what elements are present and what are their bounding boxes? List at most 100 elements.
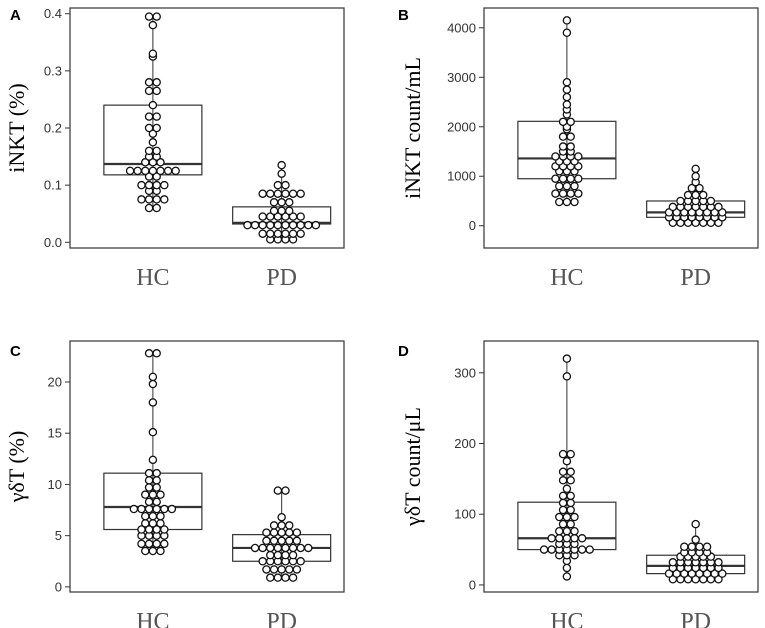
data-point	[562, 512, 572, 522]
data-point	[562, 563, 572, 573]
data-point	[144, 483, 154, 492]
panel-c: C 0 5 10 15 20 γδT (%) HC PD	[4, 340, 345, 628]
data-point	[566, 467, 575, 477]
data-point	[148, 455, 158, 465]
data-point	[273, 189, 283, 198]
data-point	[577, 534, 587, 543]
data-point	[558, 132, 568, 141]
data-point	[133, 166, 142, 176]
data-point	[156, 519, 165, 528]
data-point	[288, 543, 298, 553]
data-point	[152, 539, 161, 549]
plot-frame	[483, 340, 759, 593]
data-point	[152, 504, 161, 514]
data-point	[148, 511, 158, 521]
data-point	[714, 202, 723, 212]
series-hc	[517, 16, 617, 207]
data-point	[558, 117, 568, 127]
data-point	[148, 138, 158, 147]
data-point	[285, 206, 294, 216]
data-point	[562, 92, 572, 102]
data-point	[250, 220, 260, 230]
data-point	[551, 189, 560, 198]
data-point	[281, 220, 290, 230]
data-point	[558, 142, 568, 151]
data-point	[156, 511, 165, 521]
data-point	[558, 505, 568, 515]
data-point	[277, 198, 286, 207]
data-point	[695, 542, 704, 551]
data-point	[558, 189, 568, 198]
data-point	[555, 534, 564, 543]
data-point	[702, 542, 712, 551]
data-point	[243, 220, 252, 230]
data-point	[570, 197, 579, 207]
data-point	[558, 449, 568, 459]
category-label: PD	[266, 265, 297, 291]
data-point	[558, 174, 568, 183]
data-point	[566, 132, 575, 141]
data-point	[562, 456, 572, 466]
data-point	[288, 550, 298, 560]
data-point	[152, 86, 161, 96]
data-point	[144, 12, 154, 21]
data-point	[562, 572, 572, 581]
data-point	[668, 202, 678, 212]
data-point	[269, 536, 279, 546]
data-point	[562, 534, 572, 543]
data-point	[152, 476, 161, 485]
data-point	[558, 476, 568, 485]
data-point	[566, 505, 575, 515]
data-point	[273, 573, 283, 582]
data-point	[144, 468, 154, 478]
data-point	[273, 550, 283, 560]
data-point	[668, 558, 678, 567]
data-point	[144, 112, 154, 121]
data-point	[577, 545, 587, 554]
data-point	[277, 536, 286, 546]
data-point	[141, 166, 150, 176]
data-point	[281, 229, 290, 238]
y-tick-label: 0.3	[44, 63, 62, 78]
data-point	[148, 20, 158, 30]
data-point	[570, 534, 579, 543]
data-point	[266, 189, 275, 198]
data-point	[680, 542, 689, 551]
data-point	[137, 180, 146, 190]
data-point	[285, 521, 294, 530]
data-point	[258, 557, 267, 566]
data-point	[277, 528, 286, 537]
data-point	[539, 545, 549, 554]
data-point	[296, 543, 305, 553]
data-point	[566, 491, 575, 501]
data-point	[152, 483, 161, 492]
data-point	[288, 573, 298, 582]
y-tick-label: 0	[469, 218, 476, 233]
data-point	[570, 512, 579, 522]
data-point	[144, 203, 154, 213]
series-pd	[646, 519, 746, 584]
data-point	[296, 229, 305, 238]
panel-d: D 0 100 200 300 γδT count/μL HC PD	[398, 340, 759, 628]
data-point	[562, 354, 572, 363]
data-point	[277, 512, 286, 522]
data-point	[562, 16, 572, 25]
series-hc	[103, 349, 203, 556]
data-point	[152, 468, 161, 478]
data-point	[296, 189, 305, 198]
data-point	[144, 539, 154, 549]
data-point	[152, 12, 161, 21]
series-hc	[103, 12, 203, 213]
plot-frame	[69, 340, 345, 593]
data-point	[152, 146, 161, 156]
data-point	[163, 166, 173, 176]
data-point	[566, 117, 575, 127]
data-point	[152, 123, 161, 133]
data-point	[160, 525, 169, 534]
y-tick-label: 0.4	[44, 6, 62, 21]
data-point	[152, 78, 161, 87]
data-point	[277, 565, 286, 574]
data-point	[258, 229, 267, 238]
data-point	[570, 526, 579, 536]
